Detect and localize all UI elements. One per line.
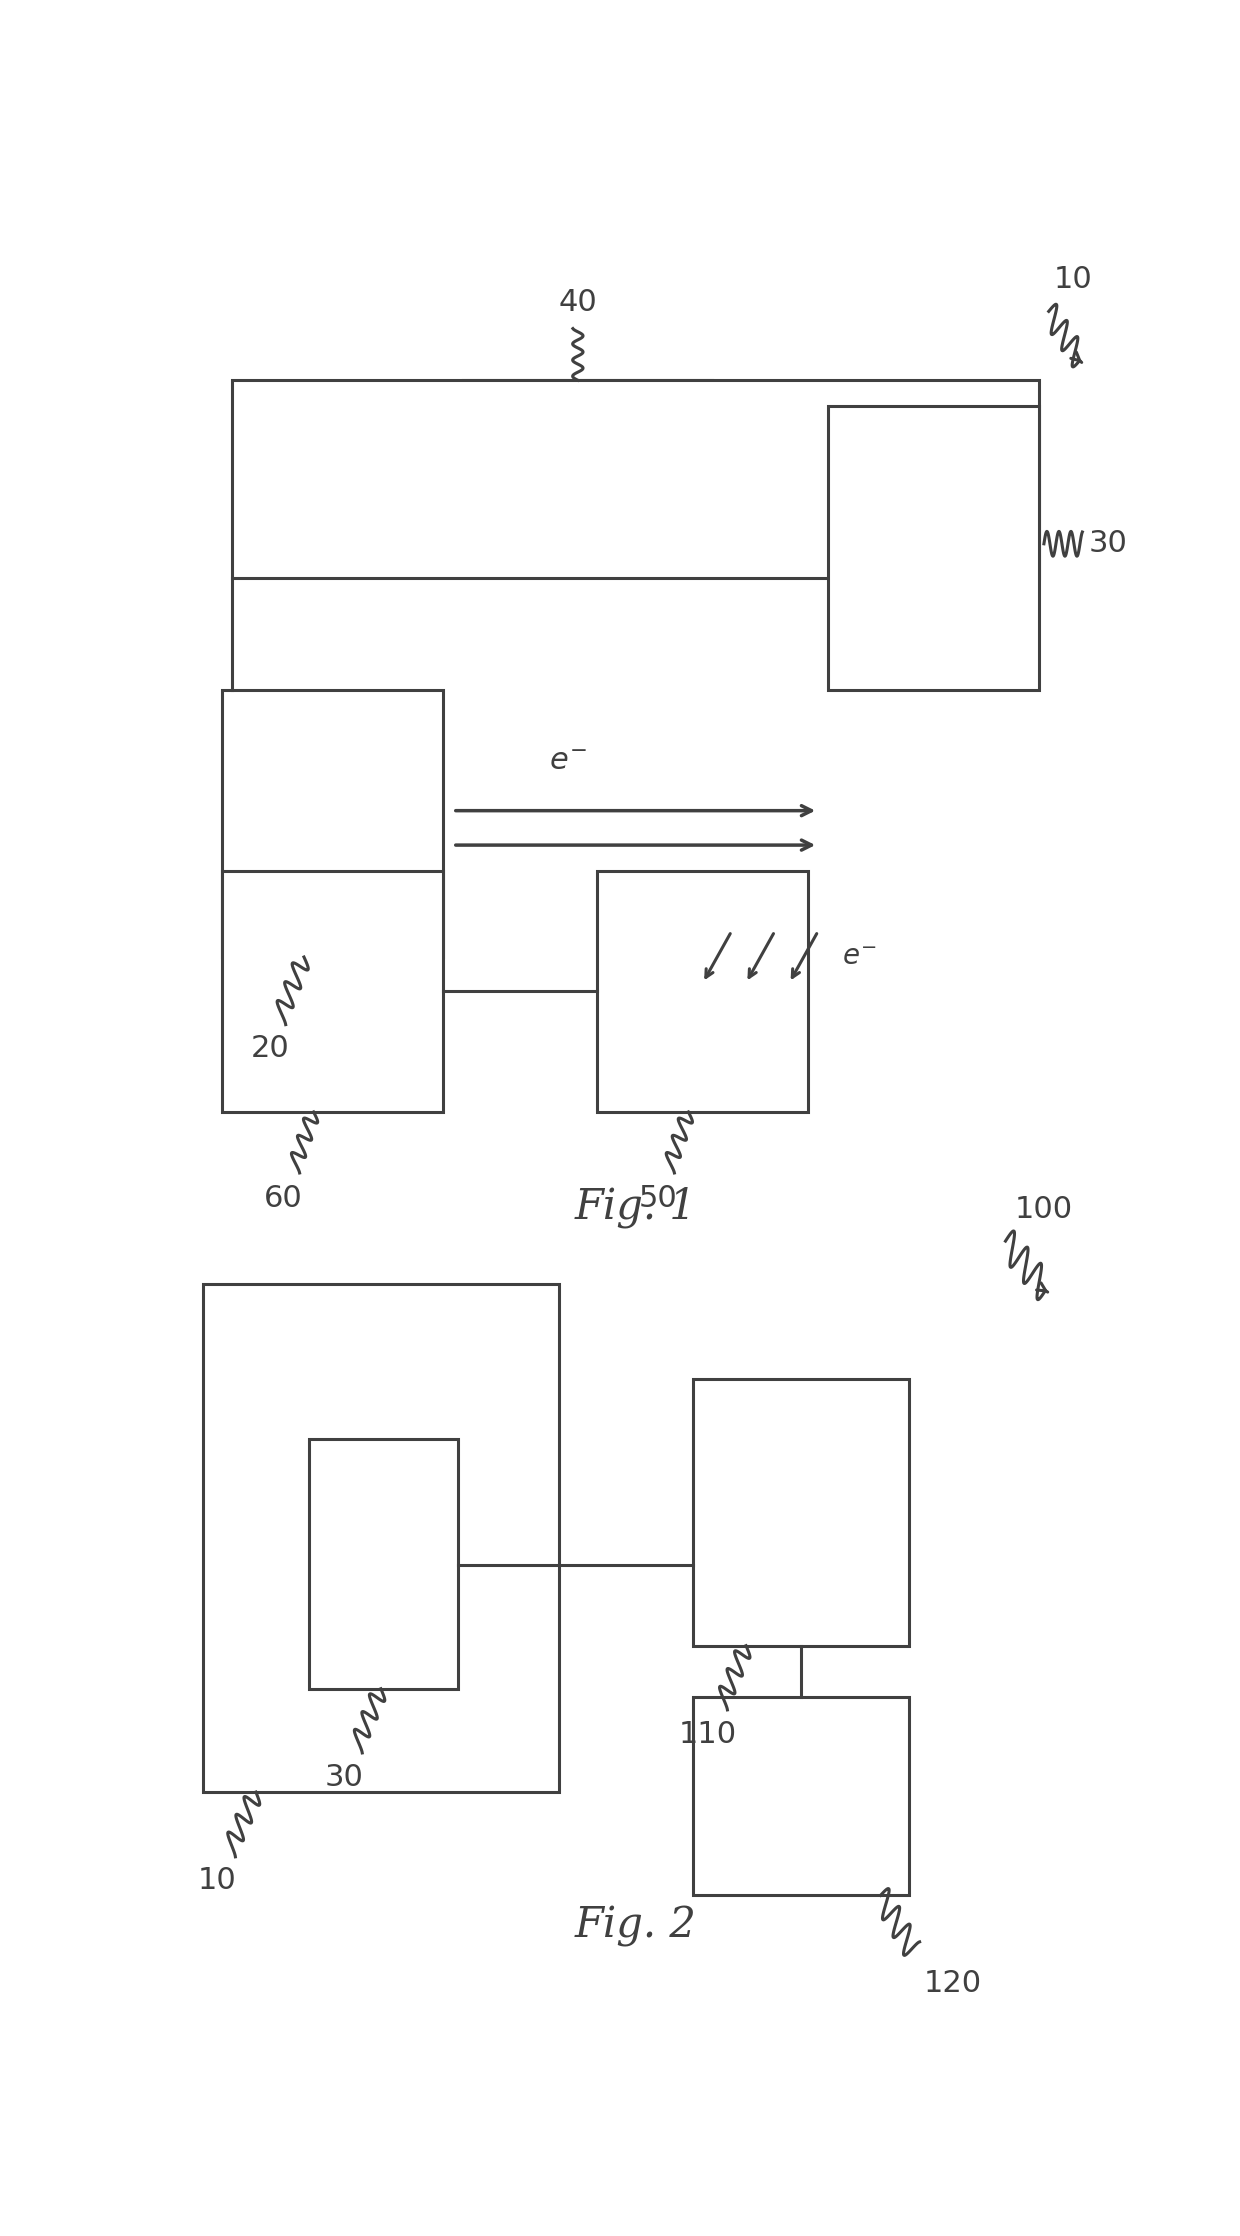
Text: 10: 10 xyxy=(1054,266,1092,295)
Bar xyxy=(203,1283,558,1791)
Text: $e^{-}$: $e^{-}$ xyxy=(549,747,587,776)
Text: 20: 20 xyxy=(250,1035,290,1064)
Bar xyxy=(232,380,1039,579)
Text: 110: 110 xyxy=(678,1719,737,1749)
Bar xyxy=(222,870,444,1111)
Text: 10: 10 xyxy=(198,1867,237,1896)
Bar xyxy=(596,870,808,1111)
Text: Fig. 1: Fig. 1 xyxy=(574,1185,697,1228)
Bar xyxy=(828,407,1039,691)
Text: 120: 120 xyxy=(924,1970,982,1999)
Bar xyxy=(222,691,444,957)
Text: 40: 40 xyxy=(558,288,598,318)
Text: 60: 60 xyxy=(263,1185,303,1214)
Text: 50: 50 xyxy=(639,1185,677,1214)
Text: $e^{-}$: $e^{-}$ xyxy=(842,944,877,970)
Bar xyxy=(309,1440,458,1688)
Text: Fig. 2: Fig. 2 xyxy=(574,1905,697,1948)
Text: 30: 30 xyxy=(1089,530,1128,559)
Bar xyxy=(463,380,713,534)
Bar xyxy=(693,1380,909,1646)
Text: 30: 30 xyxy=(325,1762,363,1791)
Bar xyxy=(693,1697,909,1896)
Text: 100: 100 xyxy=(1014,1194,1073,1223)
